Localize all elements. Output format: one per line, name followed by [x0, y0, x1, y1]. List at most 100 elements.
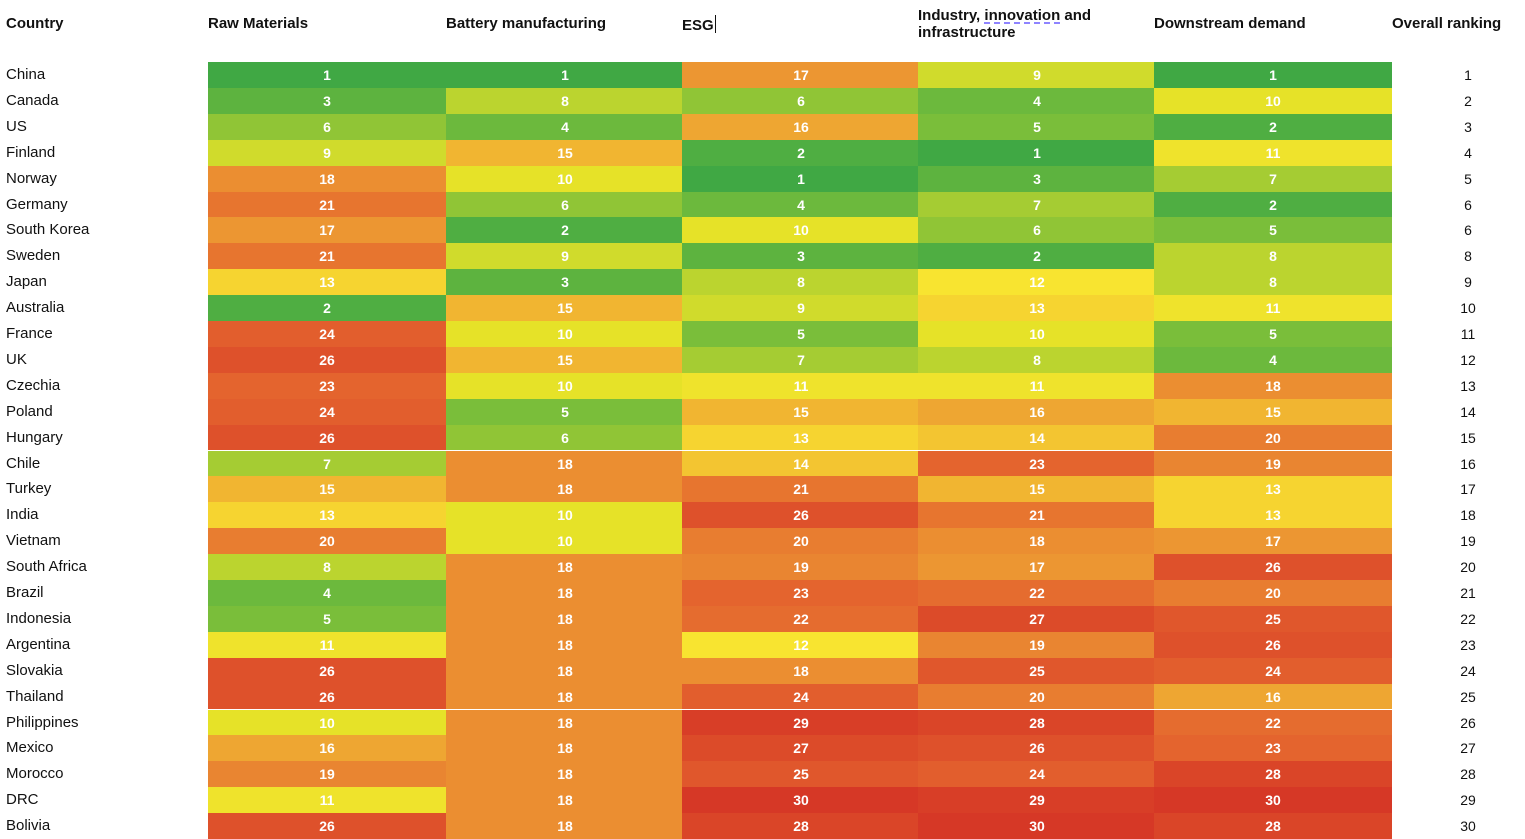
heatmap-cell: 13 — [918, 295, 1156, 321]
heatmap-cell: 28 — [1154, 813, 1392, 839]
heatmap-cell: 24 — [682, 684, 920, 709]
heatmap-cell: 7 — [918, 192, 1156, 217]
heatmap-cell: 18 — [682, 658, 920, 684]
heatmap-cell: 14 — [918, 425, 1156, 450]
heatmap-cell: 25 — [682, 761, 920, 787]
heatmap-cell: 8 — [446, 88, 684, 114]
overall-rank-value: 4 — [1464, 145, 1472, 161]
country-label: US — [6, 118, 27, 135]
overall-rank-value: 14 — [1460, 404, 1476, 420]
heatmap-cell: 18 — [446, 606, 684, 632]
country-label: China — [6, 66, 46, 83]
country-label: Morocco — [6, 765, 64, 782]
heatmap-cell: 5 — [682, 321, 920, 347]
heatmap-cell: 9 — [446, 243, 684, 269]
country-label: Slovakia — [6, 662, 63, 679]
country-label: Indonesia — [6, 610, 72, 627]
heatmap-cell: 18 — [208, 166, 446, 192]
country-label: Thailand — [6, 687, 64, 705]
overall-rank-value: 3 — [1464, 119, 1472, 135]
heatmap-cell: 10 — [446, 502, 684, 528]
heatmap-cell: 2 — [1154, 192, 1392, 217]
heatmap-cell: 1 — [682, 166, 920, 192]
overall-rank-value: 30 — [1460, 818, 1476, 834]
country-label: France — [6, 325, 53, 342]
heatmap-cell: 22 — [1154, 710, 1392, 735]
heatmap-cell: 2 — [446, 217, 684, 243]
heatmap-cell: 24 — [208, 399, 446, 425]
heatmap-cell: 7 — [1154, 166, 1392, 192]
heatmap-cell: 30 — [682, 787, 920, 813]
heatmap-cell: 27 — [682, 735, 920, 761]
country-label: Brazil — [6, 584, 44, 601]
heatmap-cell: 13 — [208, 502, 446, 528]
heatmap-cell: 6 — [446, 192, 684, 217]
country-label: Poland — [6, 403, 53, 420]
heatmap-cell: 25 — [918, 658, 1156, 684]
heatmap-cell: 23 — [208, 373, 446, 399]
country-label: Turkey — [6, 480, 52, 497]
heatmap-cell: 12 — [682, 632, 920, 658]
heatmap-cell: 26 — [208, 347, 446, 373]
heatmap-cell: 24 — [918, 761, 1156, 787]
heatmap-cell: 15 — [682, 399, 920, 425]
heatmap-cell: 8 — [918, 347, 1156, 373]
heatmap-cell: 15 — [446, 295, 684, 321]
overall-rank-value: 6 — [1464, 222, 1472, 238]
heatmap-cell: 30 — [1154, 787, 1392, 813]
heatmap-cell: 18 — [446, 554, 684, 580]
heatmap-cell: 18 — [1154, 373, 1392, 399]
heatmap-cell: 4 — [1154, 347, 1392, 373]
overall-rank-value: 9 — [1464, 274, 1472, 290]
heatmap-cell: 23 — [918, 451, 1156, 476]
overall-rank-value: 2 — [1464, 93, 1472, 109]
heatmap-cell: 29 — [682, 710, 920, 735]
heatmap-cell: 1 — [208, 62, 446, 88]
country-label: Germany — [6, 195, 68, 213]
heatmap-cell: 16 — [682, 114, 920, 140]
heatmap-cell: 5 — [918, 114, 1156, 140]
overall-rank-value: 5 — [1464, 171, 1472, 187]
heatmap-cell: 7 — [208, 451, 446, 476]
heatmap-cell: 10 — [918, 321, 1156, 347]
heatmap-cell: 2 — [208, 295, 446, 321]
heatmap-cell: 28 — [918, 710, 1156, 735]
heatmap-cell: 18 — [446, 735, 684, 761]
heatmap-cell: 10 — [1154, 88, 1392, 114]
heatmap-cell: 4 — [682, 192, 920, 217]
country-label: Philippines — [6, 713, 79, 731]
header-esg[interactable]: ESG — [682, 15, 716, 34]
heatmap-cell: 3 — [682, 243, 920, 269]
heatmap-cell: 20 — [918, 684, 1156, 709]
overall-rank-value: 11 — [1460, 326, 1476, 342]
heatmap-cell: 28 — [1154, 761, 1392, 787]
country-label: Hungary — [6, 428, 63, 446]
overall-rank-value: 6 — [1464, 196, 1472, 213]
overall-rank-value: 26 — [1460, 714, 1476, 731]
heatmap-cell: 18 — [918, 528, 1156, 554]
heatmap-cell: 10 — [208, 710, 446, 735]
country-label: Bolivia — [6, 817, 51, 834]
heatmap-cell: 14 — [682, 451, 920, 476]
country-label: India — [6, 506, 39, 523]
heatmap-cell: 24 — [208, 321, 446, 347]
heatmap-cell: 10 — [446, 528, 684, 554]
heatmap-cell: 21 — [208, 243, 446, 269]
header-esg-label: ESG — [682, 17, 714, 34]
heatmap-cell: 7 — [682, 347, 920, 373]
overall-rank-value: 12 — [1460, 352, 1476, 368]
heatmap-cell: 11 — [208, 787, 446, 813]
heatmap-cell: 18 — [446, 710, 684, 735]
heatmap-cell: 11 — [918, 373, 1156, 399]
overall-rank-value: 21 — [1460, 585, 1476, 601]
heatmap-cell: 2 — [1154, 114, 1392, 140]
heatmap-cell: 9 — [682, 295, 920, 321]
heatmap-cell: 11 — [1154, 295, 1392, 321]
heatmap-cell: 23 — [682, 580, 920, 606]
heatmap-cell: 6 — [208, 114, 446, 140]
heatmap-cell: 10 — [446, 321, 684, 347]
overall-rank-value: 28 — [1460, 766, 1476, 782]
header-industry-line2: infrastructure — [918, 24, 1016, 41]
country-label: Canada — [6, 92, 59, 109]
heatmap-cell: 9 — [208, 140, 446, 166]
